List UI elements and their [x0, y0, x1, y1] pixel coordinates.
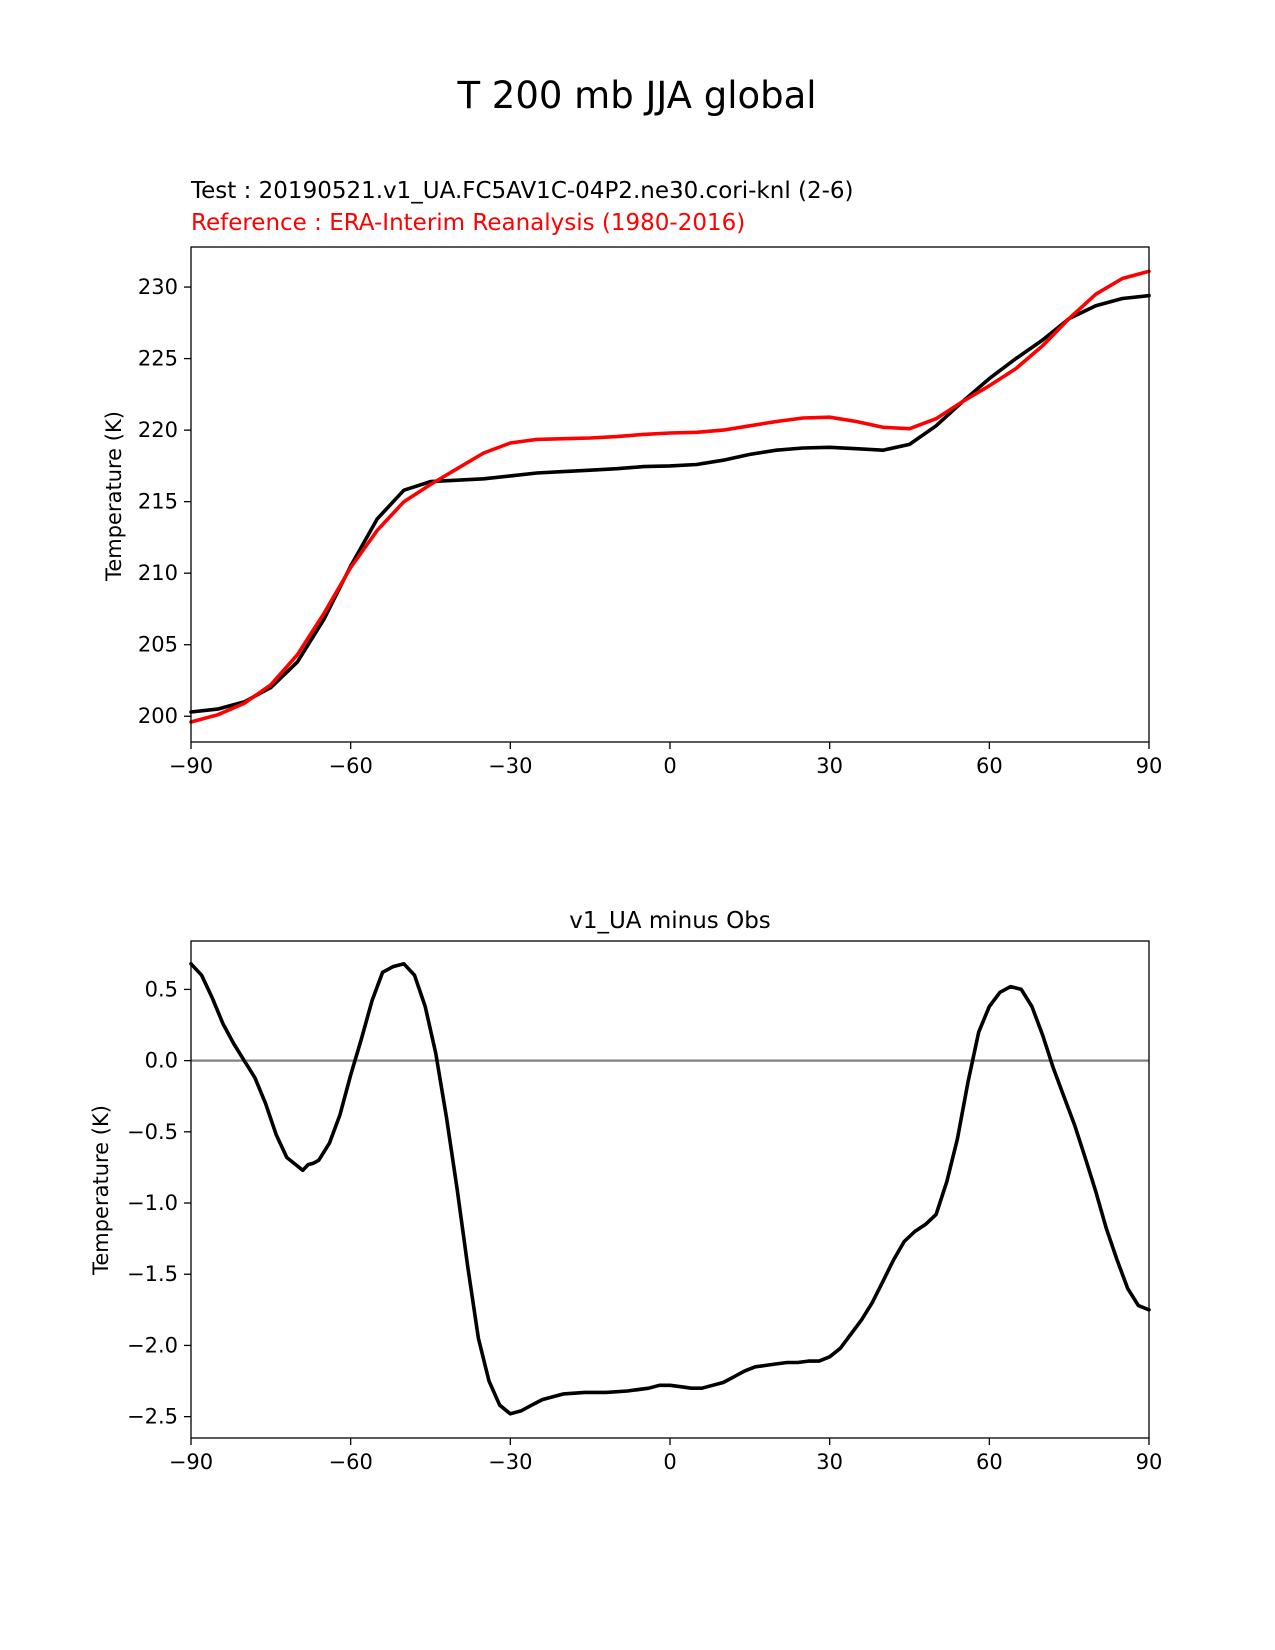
x-tick-label: −60 — [329, 754, 373, 778]
x-tick-label: 60 — [976, 1450, 1003, 1474]
y-tick-label: 0.5 — [145, 977, 178, 1001]
series-line-test — [189, 293, 1151, 714]
x-tick-label: −60 — [329, 1450, 373, 1474]
y-tick-label: −1.5 — [127, 1262, 178, 1286]
y-tick-label: −2.5 — [127, 1405, 178, 1429]
x-tick-label: 0 — [663, 1450, 676, 1474]
y-tick-label: −0.5 — [127, 1120, 178, 1144]
x-tick-label: −90 — [169, 1450, 213, 1474]
bottom-panel-frame — [190, 940, 1150, 1439]
x-tick-label: 90 — [1136, 1450, 1163, 1474]
series-line-v1-ua-minus-obs — [189, 962, 1151, 1416]
y-tick-label: 0.0 — [145, 1049, 178, 1073]
top-panel-x-ticks: −90 −60 −30 0 30 60 90 — [169, 742, 1163, 778]
y-tick-label: 205 — [138, 633, 178, 657]
x-tick-label: −90 — [169, 754, 213, 778]
x-tick-label: 30 — [816, 754, 843, 778]
x-tick-label: 30 — [816, 1450, 843, 1474]
y-tick-label: 210 — [138, 561, 178, 585]
top-panel-y-axis-label: Temperature (K) — [102, 411, 126, 582]
y-tick-label: −1.0 — [127, 1191, 178, 1215]
x-tick-label: 0 — [663, 754, 676, 778]
y-tick-label: 225 — [138, 347, 178, 371]
top-panel-frame — [190, 246, 1150, 743]
x-tick-label: 60 — [976, 754, 1003, 778]
bottom-panel-series — [189, 962, 1151, 1416]
bottom-panel-y-ticks: 0.5 0.0 −0.5 −1.0 −1.5 −2.0 −2.5 — [127, 977, 191, 1429]
top-panel-series — [189, 269, 1151, 724]
bottom-panel: v1_UA minus Obs −90 −60 −30 0 30 60 90 0.5 0.0 −… — [89, 908, 1162, 1474]
series-line-reference — [189, 269, 1151, 724]
top-panel: Test : 20190521.v1_UA.FC5AV1C-04P2.ne30.… — [102, 178, 1162, 778]
difference-title: v1_UA minus Obs — [569, 908, 771, 934]
x-tick-label: −30 — [488, 754, 532, 778]
test-label: Test : 20190521.v1_UA.FC5AV1C-04P2.ne30.… — [190, 178, 854, 204]
y-tick-label: 230 — [138, 275, 178, 299]
y-tick-label: 200 — [138, 704, 178, 728]
bottom-panel-y-axis-label: Temperature (K) — [89, 1105, 113, 1276]
x-tick-label: 90 — [1136, 754, 1163, 778]
reference-label: Reference : ERA-Interim Reanalysis (1980… — [191, 210, 745, 236]
x-tick-label: −30 — [488, 1450, 532, 1474]
y-tick-label: 220 — [138, 418, 178, 442]
y-tick-label: −2.0 — [127, 1333, 178, 1357]
figure-title: T 200 mb JJA global — [456, 74, 816, 117]
y-tick-label: 215 — [138, 490, 178, 514]
bottom-panel-x-ticks: −90 −60 −30 0 30 60 90 — [169, 1438, 1163, 1474]
top-panel-y-ticks: 200 205 210 215 220 225 230 — [138, 275, 191, 728]
